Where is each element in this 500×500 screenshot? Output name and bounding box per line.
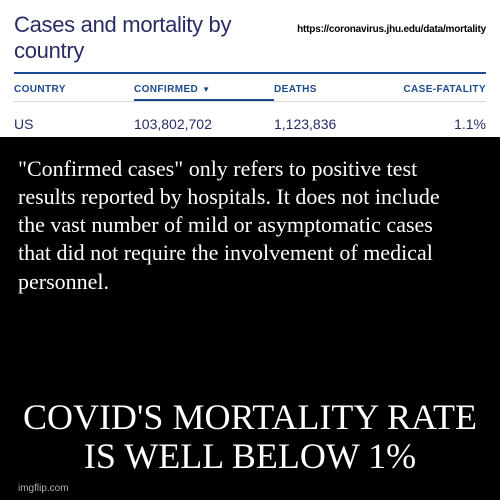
- col-header-confirmed-label: CONFIRMED: [134, 84, 198, 95]
- watermark: imgflip.com: [18, 483, 482, 494]
- col-header-fatality[interactable]: CASE-FATALITY: [384, 84, 486, 95]
- sort-desc-icon: ▼: [202, 85, 210, 94]
- table-header: COUNTRY CONFIRMED ▼ DEATHS CASE-FATALITY: [14, 84, 486, 102]
- panel-header: Cases and mortality by country https://c…: [14, 12, 486, 74]
- data-table: COUNTRY CONFIRMED ▼ DEATHS CASE-FATALITY…: [14, 84, 486, 132]
- cell-confirmed: 103,802,702: [134, 116, 274, 132]
- panel-title: Cases and mortality by country: [14, 12, 297, 64]
- col-header-deaths[interactable]: DEATHS: [274, 84, 384, 95]
- table-row: US 103,802,702 1,123,836 1.1%: [14, 102, 486, 132]
- cell-deaths: 1,123,836: [274, 116, 384, 132]
- body-caption: "Confirmed cases" only refers to positiv…: [18, 155, 468, 296]
- col-header-country[interactable]: COUNTRY: [14, 84, 134, 95]
- cell-country: US: [14, 116, 134, 132]
- source-url: https://coronavirus.jhu.edu/data/mortali…: [297, 24, 486, 35]
- data-panel: Cases and mortality by country https://c…: [0, 0, 500, 137]
- caption-panel: "Confirmed cases" only refers to positiv…: [0, 137, 500, 500]
- headline-caption: COVID'S MORTALITY RATE IS WELL BELOW 1%: [18, 398, 482, 477]
- col-header-confirmed[interactable]: CONFIRMED ▼: [134, 84, 274, 101]
- cell-fatality: 1.1%: [384, 116, 486, 132]
